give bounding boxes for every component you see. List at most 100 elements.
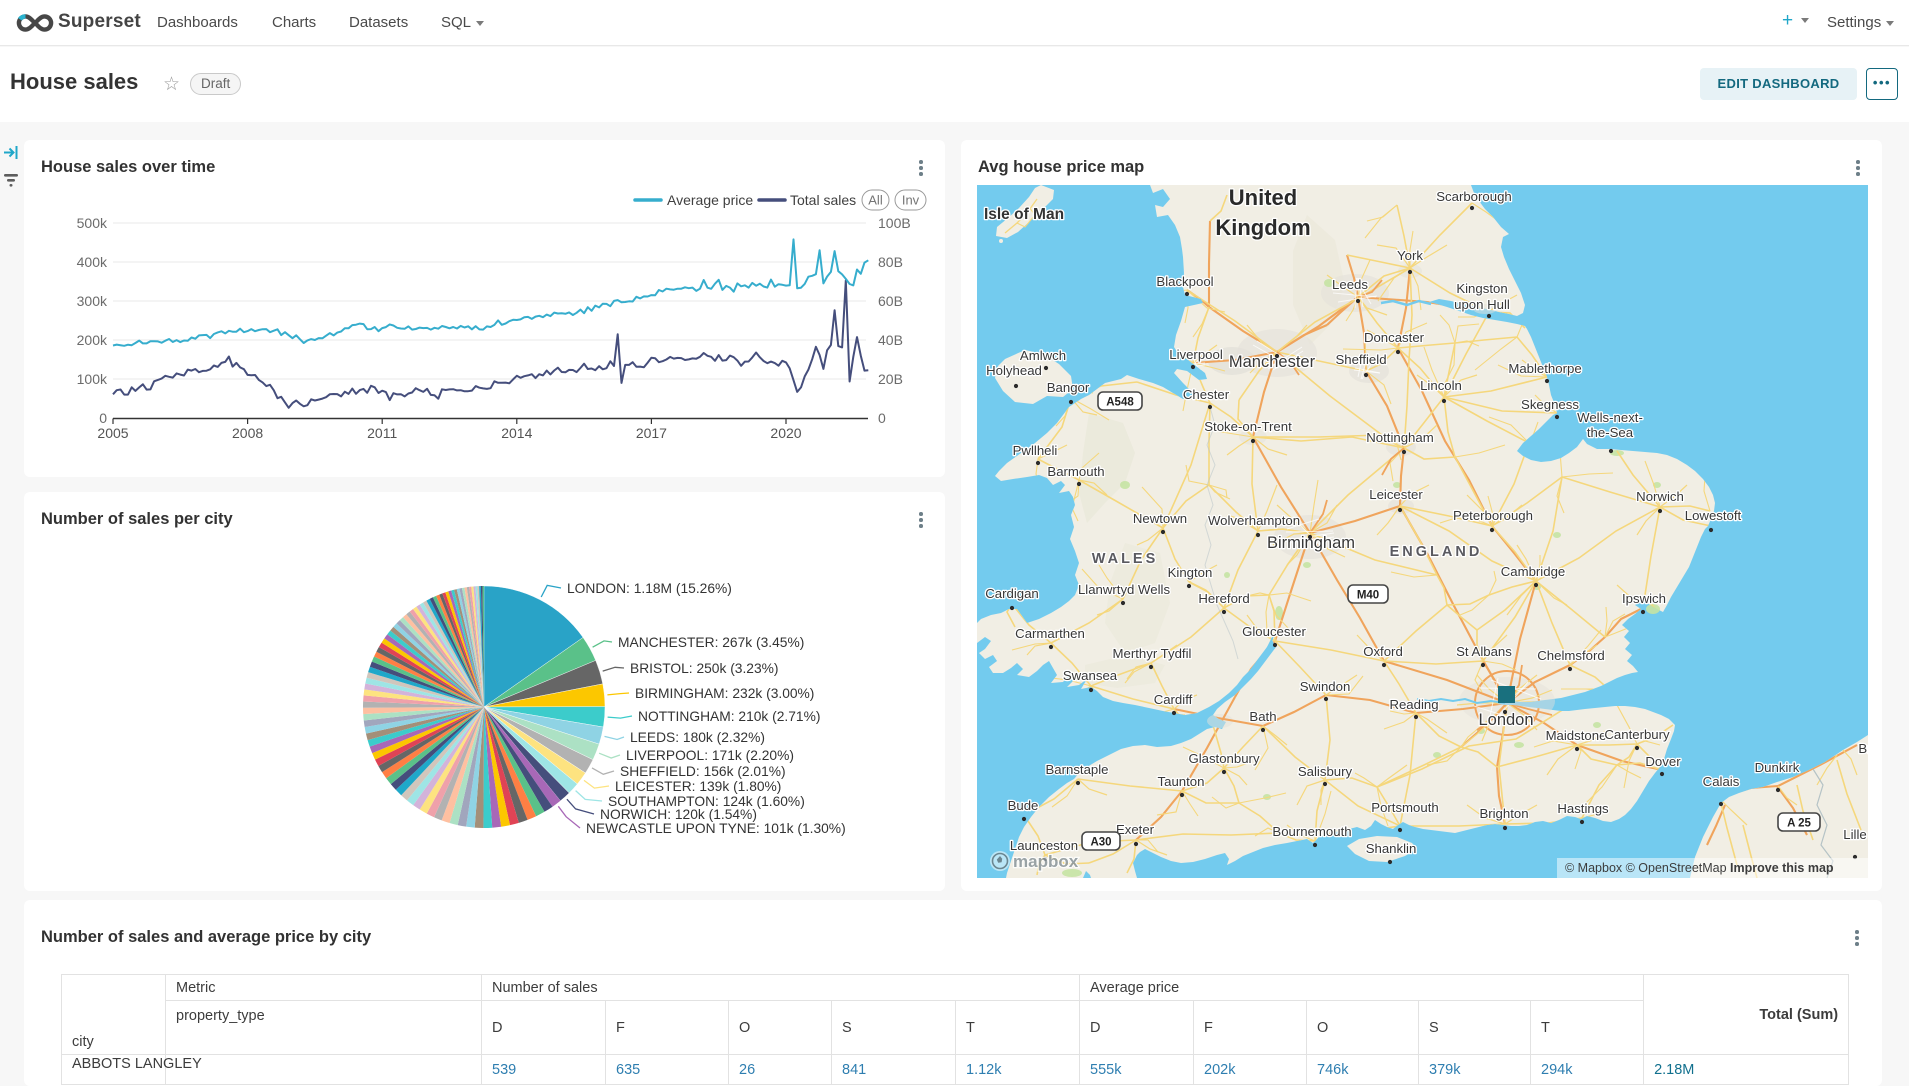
svg-text:MANCHESTER: 267k (3.45%): MANCHESTER: 267k (3.45%) <box>618 635 804 650</box>
svg-text:Carmarthen: Carmarthen <box>1015 626 1085 641</box>
svg-text:Norwich: Norwich <box>1636 489 1684 504</box>
svg-text:Doncaster: Doncaster <box>1364 330 1425 345</box>
svg-text:Bude: Bude <box>1008 798 1039 813</box>
svg-text:0: 0 <box>878 410 886 426</box>
svg-text:Launceston: Launceston <box>1010 838 1078 853</box>
svg-text:Br: Br <box>1858 741 1868 756</box>
svg-text:Taunton: Taunton <box>1158 774 1205 789</box>
svg-text:Holyhead: Holyhead <box>986 363 1042 378</box>
svg-text:Cambridge: Cambridge <box>1501 564 1566 579</box>
svg-text:Wolverhampton: Wolverhampton <box>1208 513 1300 528</box>
svg-text:Dover: Dover <box>1645 754 1681 769</box>
svg-text:Maidstone: Maidstone <box>1546 728 1607 743</box>
svg-text:Barmouth: Barmouth <box>1047 464 1104 479</box>
svg-text:LIVERPOOL: 171k (2.20%): LIVERPOOL: 171k (2.20%) <box>626 748 794 763</box>
svg-text:Skegness: Skegness <box>1521 397 1579 412</box>
svg-text:Merthyr Tydfil: Merthyr Tydfil <box>1113 646 1192 661</box>
svg-text:Birmingham: Birmingham <box>1267 534 1355 552</box>
svg-text:NEWCASTLE UPON TYNE: 101k (1.3: NEWCASTLE UPON TYNE: 101k (1.30%) <box>586 821 846 836</box>
svg-text:United: United <box>1229 185 1297 210</box>
svg-text:LEEDS: 180k (2.32%): LEEDS: 180k (2.32%) <box>630 730 765 745</box>
svg-text:Sheffield: Sheffield <box>1335 352 1386 367</box>
svg-text:NORWICH: 120k (1.54%): NORWICH: 120k (1.54%) <box>600 807 757 822</box>
svg-text:Dunkirk: Dunkirk <box>1755 760 1800 775</box>
svg-text:Blackpool: Blackpool <box>1156 274 1213 289</box>
svg-text:Newtown: Newtown <box>1133 511 1187 526</box>
svg-text:LONDON: 1.18M (15.26%): LONDON: 1.18M (15.26%) <box>567 581 732 596</box>
svg-text:Peterborough: Peterborough <box>1453 508 1533 523</box>
svg-text:LEICESTER: 139k (1.80%): LEICESTER: 139k (1.80%) <box>615 779 781 794</box>
svg-text:Lowestoft: Lowestoft <box>1685 508 1742 523</box>
svg-text:upon Hull: upon Hull <box>1454 297 1510 312</box>
svg-text:Isle of Man: Isle of Man <box>984 206 1064 223</box>
svg-text:All: All <box>868 193 883 208</box>
svg-text:Glastonbury: Glastonbury <box>1188 751 1260 766</box>
svg-text:Cardigan: Cardigan <box>985 586 1039 601</box>
svg-text:Lille: Lille <box>1843 827 1866 842</box>
svg-text:Bournemouth: Bournemouth <box>1272 824 1351 839</box>
svg-text:Leicester: Leicester <box>1369 487 1423 502</box>
svg-text:300k: 300k <box>77 293 108 309</box>
svg-text:Stoke-on-Trent: Stoke-on-Trent <box>1204 419 1292 434</box>
svg-text:80B: 80B <box>878 254 903 270</box>
svg-text:Exeter: Exeter <box>1116 822 1155 837</box>
svg-text:Inv: Inv <box>902 193 920 208</box>
svg-text:WALES: WALES <box>1092 551 1159 567</box>
svg-text:Pwllheli: Pwllheli <box>1013 443 1058 458</box>
svg-text:St Albans: St Albans <box>1456 644 1512 659</box>
svg-text:BRISTOL: 250k (3.23%): BRISTOL: 250k (3.23%) <box>630 661 779 676</box>
svg-text:NOTTINGHAM: 210k (2.71%): NOTTINGHAM: 210k (2.71%) <box>638 709 820 724</box>
svg-text:20B: 20B <box>878 371 903 387</box>
svg-text:2008: 2008 <box>232 425 263 441</box>
svg-text:Llanwrtyd Wells: Llanwrtyd Wells <box>1078 582 1171 597</box>
svg-text:Wells-next-: Wells-next- <box>1577 410 1643 425</box>
svg-text:Hereford: Hereford <box>1198 591 1249 606</box>
svg-text:Portsmouth: Portsmouth <box>1371 800 1438 815</box>
svg-text:Manchester: Manchester <box>1229 353 1316 371</box>
svg-text:A548: A548 <box>1106 397 1134 409</box>
svg-text:0: 0 <box>99 410 107 426</box>
svg-text:100B: 100B <box>878 215 911 231</box>
svg-text:Cardiff: Cardiff <box>1154 692 1193 707</box>
svg-text:40B: 40B <box>878 332 903 348</box>
svg-text:Canterbury: Canterbury <box>1604 727 1670 742</box>
svg-text:Brighton: Brighton <box>1479 806 1528 821</box>
svg-text:Gloucester: Gloucester <box>1242 624 1306 639</box>
svg-text:Total sales: Total sales <box>790 192 856 208</box>
svg-text:SHEFFIELD: 156k (2.01%): SHEFFIELD: 156k (2.01%) <box>620 764 786 779</box>
svg-text:Kingston: Kingston <box>1456 281 1507 296</box>
svg-text:2005: 2005 <box>97 425 128 441</box>
svg-text:Ipswich: Ipswich <box>1622 591 1666 606</box>
svg-text:Kington: Kington <box>1168 565 1213 580</box>
svg-text:Oxford: Oxford <box>1363 644 1403 659</box>
svg-text:Salisbury: Salisbury <box>1298 764 1353 779</box>
svg-text:Swansea: Swansea <box>1063 668 1118 683</box>
svg-text:© Mapbox © OpenStreetMap Impro: © Mapbox © OpenStreetMap Improve this ma… <box>1565 861 1834 875</box>
svg-text:Chester: Chester <box>1183 387 1230 402</box>
svg-text:2014: 2014 <box>501 425 532 441</box>
svg-text:Swindon: Swindon <box>1300 679 1351 694</box>
svg-text:M40: M40 <box>1357 590 1379 602</box>
svg-text:400k: 400k <box>77 254 108 270</box>
svg-text:ENGLAND: ENGLAND <box>1390 544 1483 560</box>
svg-text:Scarborough: Scarborough <box>1436 189 1512 204</box>
svg-text:Barnstaple: Barnstaple <box>1045 762 1108 777</box>
svg-text:Mablethorpe: Mablethorpe <box>1508 361 1581 376</box>
svg-text:Chelmsford: Chelmsford <box>1537 648 1604 663</box>
svg-text:Reading: Reading <box>1389 697 1438 712</box>
svg-text:York: York <box>1397 248 1423 263</box>
svg-text:the-Sea: the-Sea <box>1587 425 1634 440</box>
svg-text:60B: 60B <box>878 293 903 309</box>
svg-text:Shanklin: Shanklin <box>1366 841 1417 856</box>
svg-text:500k: 500k <box>77 215 108 231</box>
svg-text:A30: A30 <box>1090 837 1111 849</box>
svg-text:London: London <box>1478 711 1533 729</box>
svg-text:Hastings: Hastings <box>1557 801 1609 816</box>
svg-text:A 25: A 25 <box>1787 818 1811 830</box>
svg-text:Bath: Bath <box>1249 709 1276 724</box>
svg-text:Lincoln: Lincoln <box>1420 378 1462 393</box>
svg-text:200k: 200k <box>77 332 108 348</box>
svg-text:2020: 2020 <box>770 425 801 441</box>
svg-text:SOUTHAMPTON: 124k (1.60%): SOUTHAMPTON: 124k (1.60%) <box>608 794 805 809</box>
svg-text:mapbox: mapbox <box>1013 852 1079 871</box>
